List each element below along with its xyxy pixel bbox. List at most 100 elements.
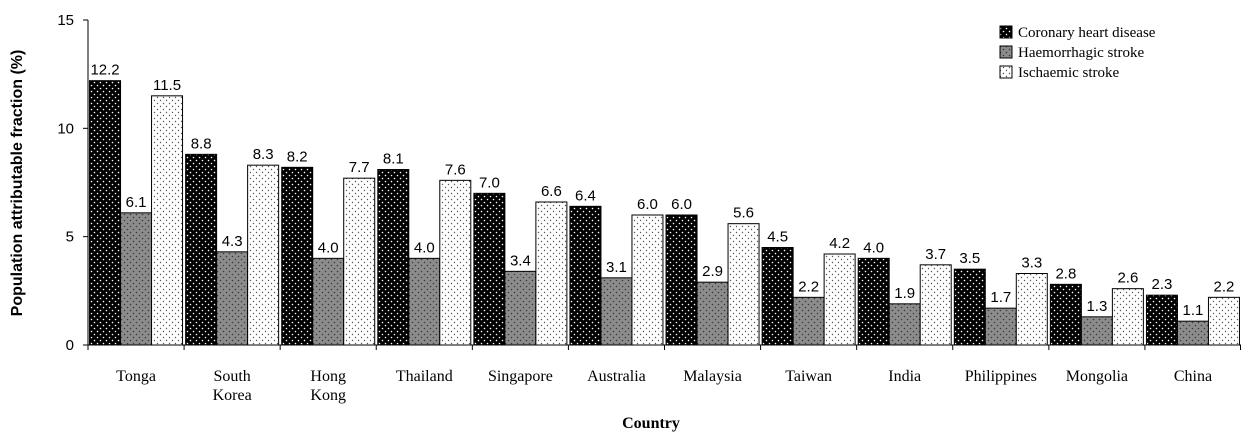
data-label-ischaemic: 5.6 — [733, 205, 754, 222]
data-label-haemorrhagic: 4.0 — [414, 239, 435, 256]
x-tick-label: Thailand — [396, 368, 453, 385]
x-tick-labels: Tonga South Korea Hong Kong Thailand Singapore… — [116, 368, 1212, 404]
data-label-coronary: 3.5 — [959, 250, 980, 267]
bar-ischaemic — [1015, 273, 1048, 346]
y-tick-label: 0 — [66, 337, 74, 354]
data-label-ischaemic: 3.7 — [925, 246, 946, 263]
bar-coronary — [761, 247, 794, 346]
data-label-haemorrhagic: 6.1 — [126, 194, 147, 211]
data-label-coronary: 7.0 — [479, 174, 500, 191]
bar-ischaemic — [343, 177, 376, 346]
data-label-haemorrhagic: 4.3 — [222, 233, 243, 250]
data-label-ischaemic: 11.5 — [153, 77, 181, 94]
legend-swatch-haemorrhagic — [999, 45, 1013, 59]
x-tick-label: Singapore — [488, 368, 553, 385]
y-tick-label: 10 — [57, 120, 74, 137]
x-axis — [87, 344, 1241, 350]
bar-coronary — [569, 205, 602, 346]
data-label-ischaemic: 4.2 — [829, 235, 850, 252]
bar-ischaemic — [247, 164, 280, 346]
data-label-ischaemic: 7.6 — [445, 161, 466, 178]
bar-haemorrhagic — [792, 296, 825, 346]
bar-ischaemic — [631, 214, 664, 346]
legend: Coronary heart disease Haemorrhagic strok… — [999, 25, 1156, 81]
bar-ischaemic — [1111, 288, 1144, 346]
bar-haemorrhagic — [1176, 320, 1209, 346]
bar-coronary — [377, 169, 410, 346]
data-label-haemorrhagic: 4.0 — [318, 239, 339, 256]
bar-ischaemic — [823, 253, 856, 346]
legend-swatch-ischaemic — [999, 65, 1013, 79]
bar-haemorrhagic — [216, 251, 249, 346]
x-tick-label: Mongolia — [1066, 368, 1128, 385]
data-label-coronary: 4.0 — [863, 239, 884, 256]
x-tick-label: Taiwan — [785, 368, 832, 385]
data-label-coronary: 8.1 — [383, 151, 404, 168]
x-tick-label: Australia — [587, 368, 646, 385]
bar-haemorrhagic — [888, 303, 921, 346]
data-label-ischaemic: 2.6 — [1117, 270, 1138, 287]
bars — [89, 80, 1240, 346]
bar-coronary — [953, 268, 986, 346]
legend-swatch-coronary — [999, 25, 1013, 39]
data-label-ischaemic: 6.0 — [637, 196, 658, 213]
x-tick-label: China — [1174, 368, 1212, 385]
data-label-haemorrhagic: 1.7 — [990, 289, 1011, 306]
data-label-haemorrhagic: 2.9 — [702, 263, 723, 280]
legend-label-coronary: Coronary heart disease — [1018, 25, 1156, 41]
data-label-coronary: 6.0 — [671, 196, 692, 213]
y-axis-label: Population attributable fraction (%) — [9, 50, 26, 317]
y-tick-label: 15 — [57, 12, 74, 29]
data-label-coronary: 6.4 — [575, 187, 596, 204]
data-label-haemorrhagic: 3.1 — [606, 259, 627, 276]
data-label-coronary: 2.8 — [1055, 265, 1076, 282]
data-label-haemorrhagic: 3.4 — [510, 252, 531, 269]
data-label-coronary: 8.2 — [287, 148, 308, 165]
bar-haemorrhagic — [696, 281, 729, 346]
data-label-coronary: 2.3 — [1152, 276, 1173, 293]
data-label-ischaemic: 2.2 — [1214, 278, 1235, 295]
bar-coronary — [1049, 283, 1082, 346]
bar-coronary — [857, 257, 890, 346]
bar-haemorrhagic — [600, 277, 633, 346]
bar-ischaemic — [151, 95, 184, 346]
x-tick-label: India — [888, 368, 921, 385]
y-axis: 0 5 10 15 — [57, 12, 89, 354]
bar-ischaemic — [535, 201, 568, 346]
x-tick-label: Tonga — [116, 368, 156, 385]
data-label-ischaemic: 7.7 — [349, 159, 370, 176]
bar-haemorrhagic — [312, 257, 345, 346]
bar-haemorrhagic — [120, 212, 153, 346]
x-tick-label: Malaysia — [683, 368, 742, 385]
data-label-ischaemic: 6.6 — [541, 183, 562, 200]
data-label-coronary: 8.8 — [191, 135, 212, 152]
x-tick-label: Philippines — [965, 368, 1037, 385]
bar-ischaemic — [727, 223, 760, 346]
legend-label-haemorrhagic: Haemorrhagic stroke — [1018, 45, 1145, 61]
data-label-coronary: 4.5 — [767, 229, 788, 246]
data-label-haemorrhagic: 2.2 — [798, 278, 819, 295]
data-label-ischaemic: 3.3 — [1021, 255, 1042, 272]
bar-coronary — [185, 153, 218, 346]
x-tick-label: Hong Kong — [310, 368, 346, 404]
x-tick-label: South Korea — [213, 368, 252, 404]
data-labels: 12.2 6.1 11.5 8.8 4.3 8.3 8.2 4.0 7.7 8.1 4.0 7.6 7.… — [90, 62, 1235, 319]
bar-coronary — [665, 214, 698, 346]
data-label-haemorrhagic: 1.1 — [1183, 302, 1204, 319]
bar-haemorrhagic — [408, 257, 441, 346]
bar-coronary — [89, 80, 122, 346]
bar-coronary — [473, 192, 506, 346]
bar-ischaemic — [919, 264, 952, 346]
data-label-haemorrhagic: 1.3 — [1086, 298, 1107, 315]
bar-ischaemic — [1207, 296, 1240, 346]
bar-coronary — [281, 166, 314, 346]
data-label-ischaemic: 8.3 — [253, 146, 274, 163]
data-label-haemorrhagic: 1.9 — [894, 285, 915, 302]
bar-haemorrhagic — [1080, 316, 1113, 346]
data-label-coronary: 12.2 — [90, 62, 119, 79]
bar-haemorrhagic — [984, 307, 1017, 346]
bar-haemorrhagic — [504, 270, 537, 346]
y-tick-label: 5 — [66, 229, 74, 246]
bar-coronary — [1145, 294, 1178, 346]
